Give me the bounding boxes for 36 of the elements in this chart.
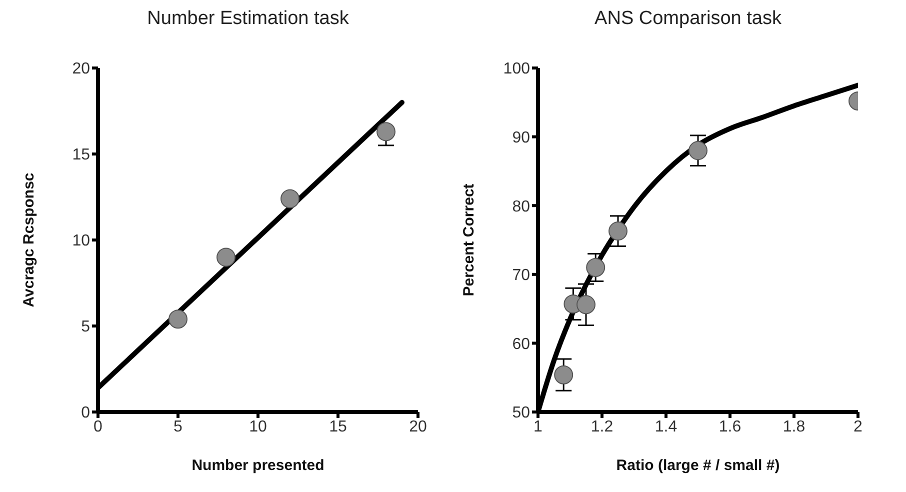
point bbox=[576, 295, 596, 314]
x-tick-label: 1.6 bbox=[718, 418, 742, 436]
point bbox=[216, 248, 236, 267]
x-axis-title: Number presented bbox=[192, 457, 324, 474]
x-tick-label: 15 bbox=[329, 418, 347, 436]
y-tick-label: 10 bbox=[72, 232, 90, 250]
y-tick-label: 5 bbox=[81, 318, 90, 336]
point bbox=[608, 222, 628, 241]
point bbox=[168, 310, 188, 329]
x-tick-label: 10 bbox=[249, 418, 267, 436]
y-tick-label: 60 bbox=[512, 336, 530, 353]
point bbox=[376, 122, 396, 142]
y-tick-label: 50 bbox=[512, 404, 530, 422]
y-axis-title: Percent Correct bbox=[460, 184, 478, 296]
x-axis-title: Ratio (large # / small #) bbox=[616, 457, 780, 474]
x-tick-label: 5 bbox=[174, 418, 183, 436]
x-tick-label: 0 bbox=[94, 418, 103, 436]
y-tick-label: 20 bbox=[72, 60, 90, 78]
point bbox=[554, 365, 574, 384]
x-tick-label: 1.8 bbox=[782, 418, 806, 436]
y-tick-label: 15 bbox=[72, 146, 90, 164]
x-tick-label: 1.4 bbox=[654, 418, 678, 436]
y-tick-label: 90 bbox=[512, 129, 530, 146]
x-tick-label: 2 bbox=[854, 418, 863, 436]
y-tick-label: 80 bbox=[512, 198, 530, 216]
y-tick-label: 70 bbox=[512, 267, 530, 284]
chart-title: ANS Comparison task bbox=[594, 8, 782, 31]
point bbox=[586, 258, 606, 278]
x-tick-label: 20 bbox=[409, 418, 427, 436]
y-axis-title: Avcragc Rcsponsc bbox=[20, 172, 38, 308]
x-tick-label: 1.2 bbox=[590, 418, 614, 436]
y-tick-label: 0 bbox=[81, 404, 90, 422]
x-tick-label: 1 bbox=[534, 418, 543, 436]
point bbox=[280, 189, 300, 208]
y-tick-label: 100 bbox=[503, 60, 530, 78]
chart-title: Number Estimation task bbox=[146, 8, 350, 31]
